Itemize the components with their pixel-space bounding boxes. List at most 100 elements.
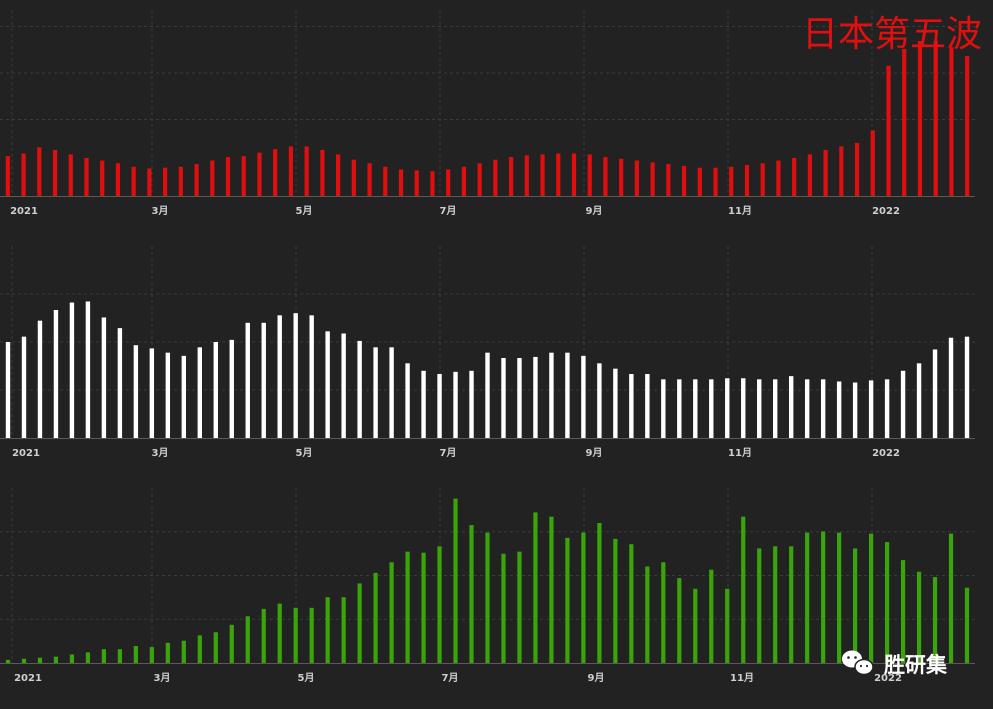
bar — [933, 41, 938, 196]
bar — [533, 356, 538, 438]
bar — [477, 163, 482, 196]
bar — [540, 154, 545, 196]
bar — [693, 379, 698, 438]
bar — [549, 516, 554, 663]
bar — [884, 379, 890, 438]
bar — [309, 315, 314, 438]
bar — [414, 170, 419, 196]
bar — [210, 160, 215, 196]
bar — [245, 322, 250, 438]
bar — [932, 349, 938, 438]
x-tick-label: 3月 — [152, 447, 169, 459]
bar — [213, 342, 218, 438]
bar — [37, 147, 42, 196]
bar — [241, 156, 246, 196]
bar — [383, 166, 388, 196]
x-tick-label: 11月 — [730, 672, 754, 684]
bar — [713, 167, 718, 196]
bar — [792, 157, 797, 196]
bar — [533, 512, 538, 663]
chart-panel-2: 2021 3月 5月 7月 9月 11月 2022 — [0, 246, 975, 459]
bar — [52, 149, 58, 196]
x-tick-label: 3月 — [152, 205, 169, 217]
bar — [341, 333, 346, 438]
bar — [181, 640, 186, 663]
bar — [37, 657, 43, 663]
bar — [293, 313, 298, 438]
bar — [453, 498, 458, 663]
bar — [453, 371, 458, 438]
bar — [115, 163, 121, 196]
bar — [916, 571, 922, 663]
bar — [277, 315, 282, 438]
bar — [508, 157, 514, 196]
x-tick-label: 9月 — [588, 672, 605, 684]
bar — [85, 652, 91, 663]
bar — [405, 363, 410, 438]
bar — [932, 577, 938, 663]
bar — [351, 159, 356, 196]
x-tick-label: 7月 — [440, 205, 457, 217]
x-tick-label: 2021 — [14, 673, 42, 684]
bar — [773, 379, 778, 438]
bar — [603, 157, 608, 196]
bar — [5, 659, 11, 663]
bar — [165, 352, 171, 438]
bar — [900, 370, 906, 438]
bar — [133, 646, 138, 663]
watermark-text: 胜研集 — [884, 653, 948, 677]
bar — [68, 154, 73, 196]
bar — [131, 166, 136, 196]
bar — [325, 597, 330, 663]
bar — [261, 608, 266, 663]
bar — [565, 537, 570, 663]
bar — [101, 317, 107, 438]
bar — [367, 163, 372, 196]
bar — [587, 154, 592, 196]
chart-panel-3: 2021 3月 5月 7月 9月 11月 2022 — [0, 488, 975, 684]
chart-panel-1: 2021 3月 5月 7月 9月 11月 2022 — [0, 10, 975, 217]
bar — [101, 649, 106, 663]
bar — [147, 168, 152, 196]
bar — [629, 544, 634, 663]
bar — [788, 376, 794, 438]
bar — [133, 345, 139, 438]
x-tick-label: 7月 — [440, 447, 457, 459]
x-tick-label: 9月 — [586, 447, 603, 459]
bar — [84, 157, 89, 196]
bar — [69, 302, 75, 438]
bar — [804, 379, 810, 438]
x-tick-label: 2022 — [872, 448, 900, 459]
bar — [517, 358, 522, 438]
bar — [661, 379, 666, 438]
bar — [437, 546, 442, 663]
bar — [916, 363, 922, 438]
x-tick-label: 7月 — [442, 672, 459, 684]
bar — [597, 523, 602, 663]
bar — [900, 560, 906, 663]
bar — [820, 379, 826, 438]
bar — [21, 336, 27, 438]
bar — [565, 352, 570, 438]
bar — [293, 607, 298, 663]
bar — [619, 158, 624, 196]
bar — [501, 358, 506, 438]
bar — [21, 658, 27, 663]
bar — [613, 538, 618, 663]
bar — [485, 352, 490, 438]
bar — [437, 374, 442, 438]
bar — [645, 566, 650, 663]
x-tick-label: 11月 — [728, 205, 752, 217]
bar — [823, 149, 828, 196]
bar — [964, 587, 970, 663]
bar — [917, 41, 923, 196]
bar — [549, 352, 554, 438]
bar — [697, 167, 702, 196]
bar — [194, 164, 199, 196]
bar — [902, 48, 907, 196]
bar — [85, 301, 91, 438]
bar — [357, 583, 362, 663]
